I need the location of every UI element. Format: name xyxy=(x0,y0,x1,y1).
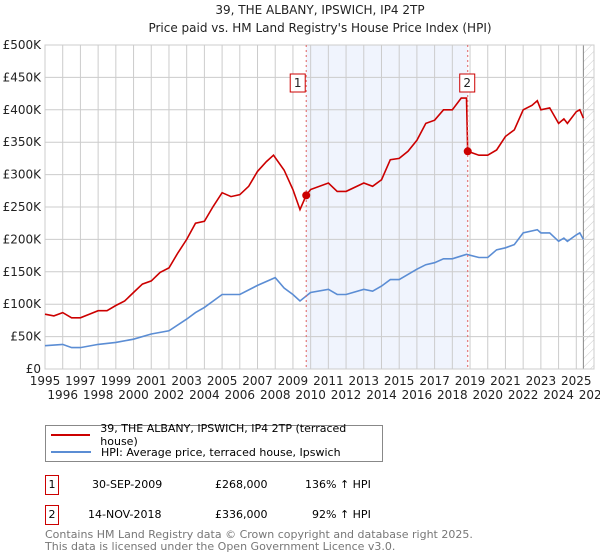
sale-date: 14-NOV-2018 xyxy=(88,508,162,521)
sale-badge: 2 xyxy=(45,505,59,525)
chart-subtitle: Price paid vs. HM Land Registry's House … xyxy=(148,21,491,35)
price-chart: 39, THE ALBANY, IPSWICH, IP4 2TP Price p… xyxy=(3,3,600,402)
y-tick-label: £200K xyxy=(3,232,43,246)
x-tick-label: 2014 xyxy=(366,388,397,402)
y-tick-label: £150K xyxy=(3,265,43,279)
sale-point xyxy=(302,191,311,200)
footer-line: This data is licensed under the Open Gov… xyxy=(45,540,396,553)
sale-label: 2 xyxy=(463,76,471,90)
y-tick-label: £100K xyxy=(3,297,43,311)
x-tick-label: 1999 xyxy=(101,374,132,388)
x-tick-label: 1995 xyxy=(30,374,61,388)
series-line xyxy=(44,97,585,319)
sale-badge: 1 xyxy=(45,475,59,495)
footer-line: Contains HM Land Registry data © Crown c… xyxy=(45,528,473,541)
x-tick-label: 2018 xyxy=(437,388,468,402)
y-tick-label: £500K xyxy=(3,38,43,52)
x-tick-label: 2003 xyxy=(171,374,202,388)
x-tick-label: 2020 xyxy=(472,388,503,402)
x-tick-label: 2011 xyxy=(313,374,344,388)
x-tick-label: 2002 xyxy=(154,388,185,402)
footer: Contains HM Land Registry data © Crown c… xyxy=(45,529,473,553)
y-tick-label: £450K xyxy=(3,70,43,84)
x-tick-label: 2013 xyxy=(349,374,380,388)
sale-label-box xyxy=(289,73,306,93)
x-tick-label: 2026 xyxy=(579,388,600,402)
legend-item-hpi: HPI: Average price, terraced house, Ipsw… xyxy=(46,444,341,460)
y-tick-label: £0 xyxy=(26,362,41,376)
y-tick-label: £300K xyxy=(3,168,43,182)
x-tick-label: 2021 xyxy=(490,374,521,388)
x-tick-label: 2024 xyxy=(543,388,574,402)
y-tick-label: £50K xyxy=(10,330,42,344)
legend: 39, THE ALBANY, IPSWICH, IP4 2TP (terrac… xyxy=(45,422,383,462)
sale-hpi: 92% ↑ HPI xyxy=(312,508,371,521)
x-tick-label: 2004 xyxy=(189,388,220,402)
x-tick-label: 2009 xyxy=(278,374,309,388)
y-tick-label: £250K xyxy=(3,200,43,214)
x-tick-label: 2008 xyxy=(260,388,291,402)
x-tick-label: 2000 xyxy=(118,388,149,402)
legend-label: HPI: Average price, terraced house, Ipsw… xyxy=(101,445,341,459)
x-tick-label: 2023 xyxy=(526,374,557,388)
legend-swatch-red xyxy=(51,434,91,436)
legend-item-property: 39, THE ALBANY, IPSWICH, IP4 2TP (terrac… xyxy=(46,422,382,448)
sale-row: 2 14-NOV-2018 £336,000 92% ↑ HPI xyxy=(45,505,585,525)
x-tick-label: 2001 xyxy=(136,374,167,388)
sale-point xyxy=(463,147,472,156)
series-line xyxy=(44,228,585,349)
legend-label: 39, THE ALBANY, IPSWICH, IP4 2TP (terrac… xyxy=(100,422,347,448)
sale-label: 1 xyxy=(294,76,302,90)
sale-row: 1 30-SEP-2009 £268,000 136% ↑ HPI xyxy=(45,475,585,495)
sale-hpi: 136% ↑ HPI xyxy=(305,478,371,491)
x-tick-label: 2017 xyxy=(419,374,450,388)
x-tick-label: 2025 xyxy=(561,374,592,388)
x-tick-label: 1997 xyxy=(65,374,96,388)
x-tick-label: 2007 xyxy=(242,374,273,388)
sale-date: 30-SEP-2009 xyxy=(92,478,163,491)
x-tick-label: 2006 xyxy=(225,388,256,402)
x-tick-label: 2016 xyxy=(402,388,433,402)
sale-price: £268,000 xyxy=(215,478,268,491)
x-tick-label: 2022 xyxy=(508,388,539,402)
x-tick-label: 2019 xyxy=(455,374,486,388)
x-tick-label: 2012 xyxy=(331,388,362,402)
x-tick-label: 2010 xyxy=(295,388,326,402)
y-tick-label: £350K xyxy=(3,135,43,149)
x-tick-label: 1996 xyxy=(47,388,78,402)
sale-price: £336,000 xyxy=(215,508,268,521)
legend-swatch-blue xyxy=(51,451,91,453)
sale-label-box xyxy=(459,73,476,93)
x-tick-label: 2015 xyxy=(384,374,415,388)
y-tick-label: £400K xyxy=(3,103,43,117)
x-tick-label: 2005 xyxy=(207,374,238,388)
chart-title: 39, THE ALBANY, IPSWICH, IP4 2TP xyxy=(215,3,424,17)
x-tick-label: 1998 xyxy=(83,388,114,402)
plot-border xyxy=(44,44,595,370)
